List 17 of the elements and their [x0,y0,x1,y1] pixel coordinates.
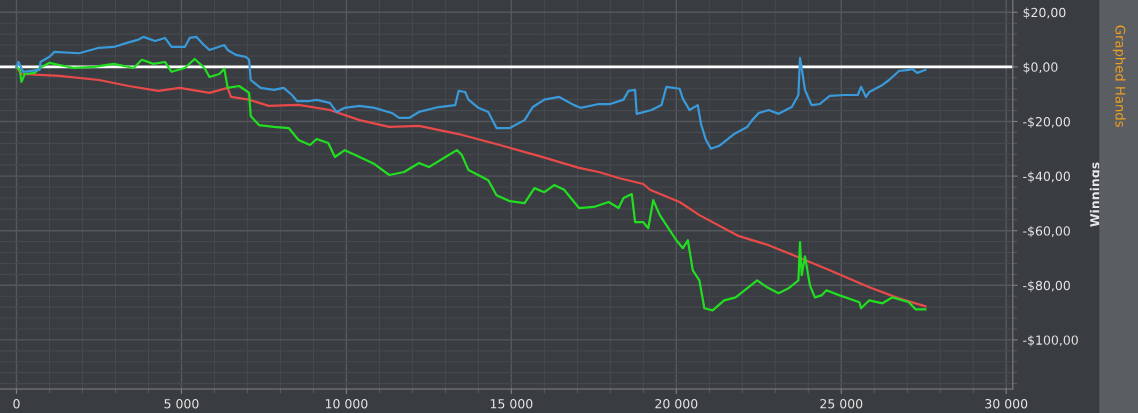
y-tick-label: -$60,00 [1023,225,1070,238]
x-tick-label: 25 000 [820,398,863,409]
y-tick-label: $0,00 [1023,62,1058,74]
text: Graphed Hands [1112,25,1126,127]
x-tick-label: 5 000 [164,398,199,409]
y-tick-label: -$100,00 [1023,335,1078,347]
y-tick-label: -$40,00 [1023,171,1070,183]
x-tick-label: 0 [13,398,20,409]
line-series [15,35,927,150]
y-tick-label: -$20,00 [1023,116,1070,129]
x-tick-label: 10 000 [325,398,368,409]
y-tick-label: $20,00 [1023,7,1066,19]
x-tick-label: 30 000 [985,398,1028,409]
y-tick-label: -$80,00 [1023,280,1070,292]
y-axis-title: Winnings [1089,162,1103,227]
x-tick-label: 15 000 [490,398,533,409]
x-tick-label: 20 000 [655,398,698,409]
